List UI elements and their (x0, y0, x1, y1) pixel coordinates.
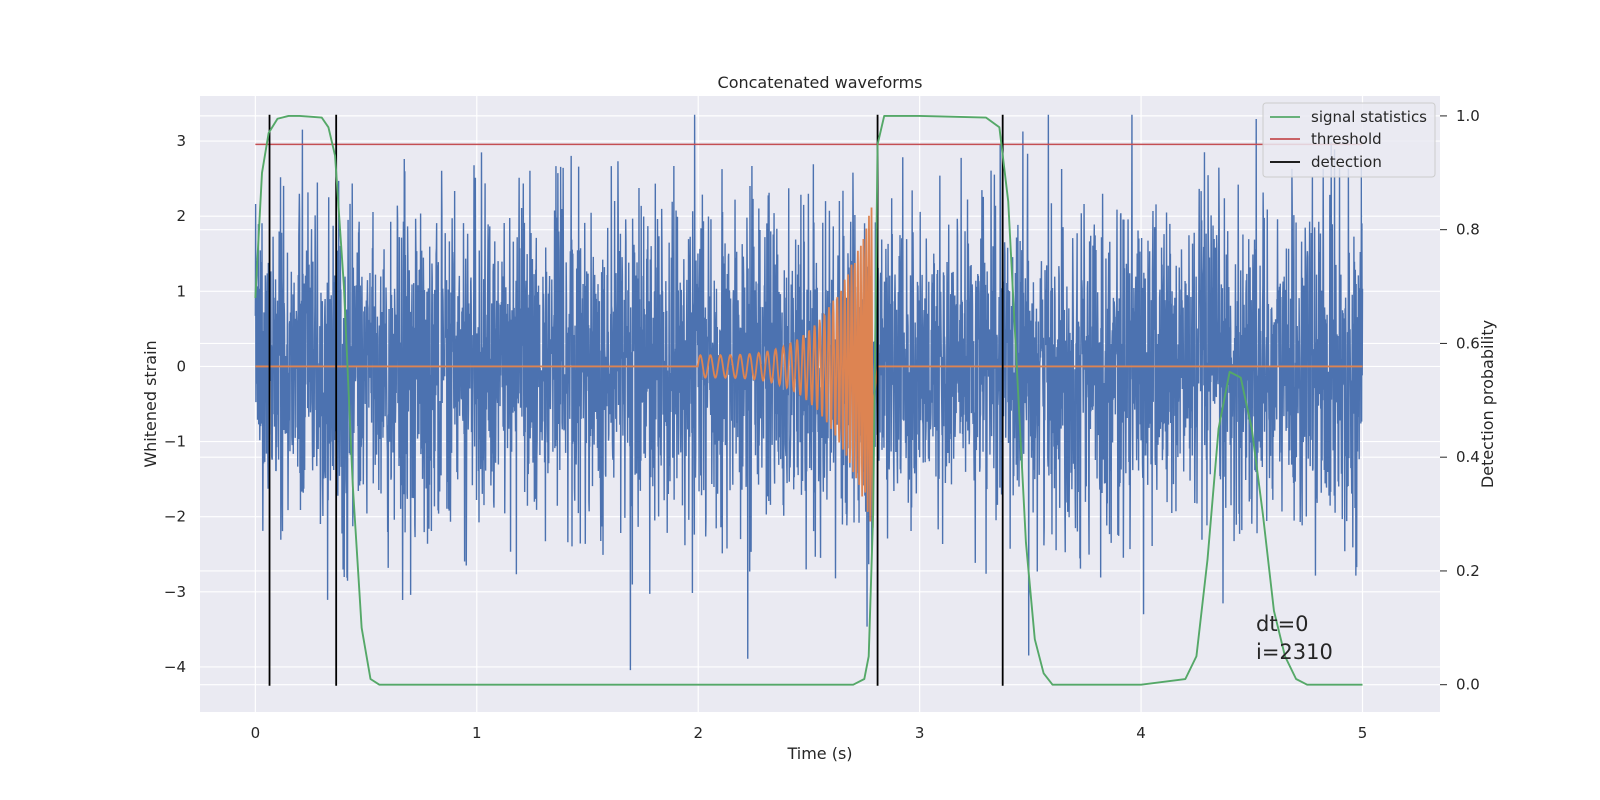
axes-ticks: 0 1 2 3 4 5 −4 −3 −2 −1 0 1 2 3 0.0 0.2 0.4 0.6 0.8 1.0 (164, 107, 1480, 742)
x-tick-label: 4 (1136, 724, 1146, 742)
legend-box (1262, 102, 1436, 178)
signal-statistics-line (254, 114, 1363, 686)
legend-label-threshold: threshold (1311, 130, 1382, 148)
y-right-tick-label: 0.6 (1456, 334, 1480, 352)
y-right-tick-label: 1.0 (1456, 107, 1480, 125)
x-tick-label: 2 (693, 724, 703, 742)
y-tick-label: 1 (176, 282, 186, 300)
y-tick-label: −2 (164, 508, 186, 526)
legend-label-detection: detection (1311, 153, 1382, 171)
chart-title: Concatenated waveforms (718, 73, 923, 92)
waveform-series-line (255, 207, 1363, 528)
strain-series-line (254, 114, 1364, 671)
y-axis-right-label: Detection probability (1478, 320, 1497, 488)
x-tick-label: 0 (251, 724, 261, 742)
annotation-i: i=2310 (1256, 640, 1333, 664)
annotation-dt: dt=0 (1256, 612, 1309, 636)
y-tick-label: 2 (176, 207, 186, 225)
x-tick-label: 5 (1358, 724, 1368, 742)
y-right-tick-label: 0.2 (1456, 562, 1480, 580)
y-tick-label: −3 (164, 583, 186, 601)
y-right-tick-label: 0.0 (1456, 676, 1480, 694)
y-tick-label: 0 (176, 357, 186, 375)
plot-series (254, 114, 1364, 686)
x-axis-label: Time (s) (786, 744, 852, 763)
legend: signal statistics threshold detection (1262, 102, 1436, 178)
x-tick-label: 3 (915, 724, 925, 742)
y-tick-label: 3 (176, 132, 186, 150)
y-tick-label: −1 (164, 433, 186, 451)
y-right-tick-label: 0.8 (1456, 221, 1480, 239)
y-axis-label: Whitened strain (141, 340, 160, 467)
y-tick-label: −4 (164, 658, 186, 676)
y-right-tick-label: 0.4 (1456, 448, 1480, 466)
legend-label-signal-statistics: signal statistics (1311, 108, 1427, 126)
x-tick-label: 1 (472, 724, 482, 742)
